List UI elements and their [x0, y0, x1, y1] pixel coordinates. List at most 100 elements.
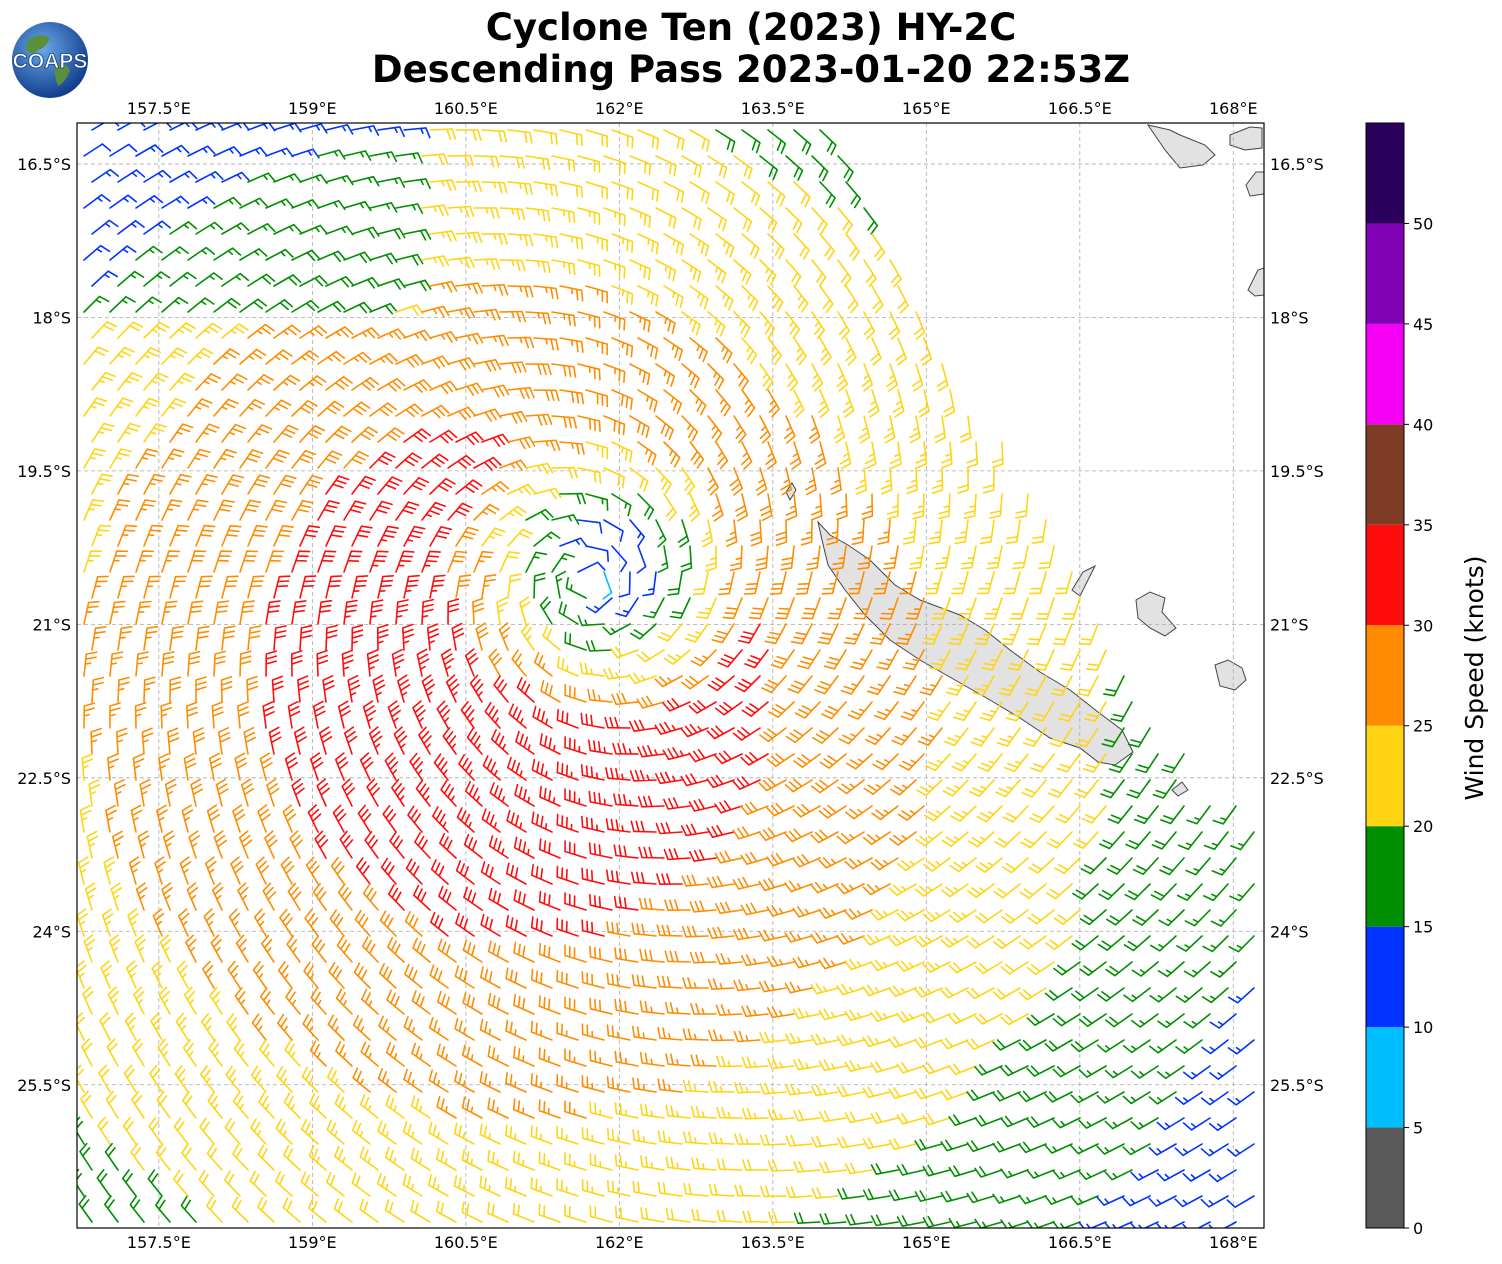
wind-barb — [369, 302, 398, 315]
wind-barb — [351, 575, 369, 599]
wind-barb — [525, 462, 554, 475]
wind-barb — [610, 646, 639, 659]
wind-barb — [361, 988, 379, 1015]
wind-barb — [481, 527, 506, 547]
wind-barb — [109, 651, 124, 677]
wind-barb — [768, 701, 795, 718]
wind-barb — [743, 571, 761, 595]
wind-barb — [224, 1117, 241, 1145]
wind-barb — [949, 857, 977, 873]
wind-barb — [253, 908, 267, 937]
wind-barb — [1105, 1013, 1133, 1028]
wind-barb — [614, 1154, 639, 1171]
wind-barb — [979, 519, 995, 545]
wind-barb — [325, 525, 347, 547]
wind-barb — [265, 349, 293, 365]
wind-barb — [716, 1106, 743, 1119]
wind-barb — [888, 935, 917, 947]
wind-barb — [137, 830, 150, 859]
wind-barb — [206, 1143, 223, 1171]
wind-barb — [147, 1169, 163, 1197]
wind-barb — [481, 574, 497, 599]
wind-barb — [831, 545, 847, 571]
wind-barb — [1202, 935, 1229, 953]
wind-barb — [1052, 1013, 1081, 1027]
wind-barb — [966, 1140, 995, 1152]
wind-barb — [740, 752, 769, 766]
wind-barb — [530, 1125, 553, 1145]
wind-barb — [748, 597, 769, 620]
wind-barb — [810, 493, 823, 521]
wind-barb — [161, 144, 190, 157]
wind-barb — [785, 727, 813, 744]
wind-barb — [889, 831, 917, 846]
wind-barb — [862, 984, 891, 997]
wind-barb — [251, 1013, 267, 1041]
wind-barb — [1200, 1143, 1229, 1157]
wind-barb — [1097, 987, 1125, 1002]
wind-barb — [505, 862, 527, 885]
wind-barb — [169, 625, 184, 651]
wind-barb — [490, 729, 509, 755]
wind-barb — [967, 831, 995, 848]
wind-barb — [899, 571, 917, 595]
wind-barb — [1085, 649, 1107, 671]
lon-tick-label: 159°E — [288, 1233, 337, 1252]
wind-barb — [844, 1060, 873, 1072]
wind-barb — [1227, 1039, 1255, 1055]
wind-barb — [842, 389, 855, 418]
wind-barb — [785, 1135, 813, 1147]
wind-barb — [86, 830, 99, 859]
wind-barb — [109, 346, 135, 365]
wind-barb — [161, 600, 178, 625]
wind-barb — [613, 844, 639, 859]
wind-barb — [343, 450, 369, 469]
wind-barb — [768, 1211, 795, 1224]
wind-barb — [291, 650, 303, 677]
wind-barb — [411, 1042, 431, 1067]
wind-barb — [705, 545, 717, 572]
wind-barb — [273, 575, 291, 599]
wind-barb — [765, 441, 777, 470]
wind-barb — [440, 648, 455, 677]
wind-barb — [974, 623, 995, 646]
wind-barb — [915, 831, 943, 847]
wind-barb — [577, 561, 606, 573]
wind-barb — [603, 667, 631, 680]
wind-barb — [1029, 805, 1055, 824]
wind-barb — [369, 352, 398, 365]
wind-barb — [972, 675, 995, 696]
wind-barb — [343, 550, 363, 573]
lat-tick-label: 19.5°S — [1270, 462, 1324, 481]
wind-barb — [378, 963, 397, 989]
wind-barb — [1201, 1091, 1229, 1106]
wind-barb — [689, 389, 707, 416]
wind-barb — [436, 700, 451, 729]
wind-barb — [187, 550, 207, 573]
wind-barb — [1076, 675, 1099, 697]
wind-barb — [435, 1200, 457, 1223]
wind-barb — [447, 154, 475, 167]
wind-barb — [130, 1143, 145, 1171]
wind-barb — [707, 155, 728, 179]
wind-barb — [106, 1038, 119, 1067]
wind-barb — [915, 441, 928, 469]
wind-barb — [369, 599, 384, 625]
wind-barb — [108, 934, 121, 963]
wind-barb — [734, 675, 761, 693]
wind-barb — [247, 424, 273, 443]
wind-barb — [279, 908, 293, 937]
wind-barb — [811, 311, 826, 340]
wind-barb — [1050, 675, 1073, 697]
wind-barb — [922, 623, 943, 645]
wind-barb — [455, 332, 484, 345]
wind-barb — [213, 146, 242, 157]
wind-barb — [581, 1127, 605, 1145]
wind-barb — [564, 1100, 587, 1119]
wind-barb — [814, 675, 839, 695]
wind-barb — [185, 934, 197, 963]
wind-barb — [488, 887, 509, 911]
wind-barb — [729, 545, 743, 572]
wind-barb — [455, 231, 483, 244]
wind-barb — [657, 1181, 683, 1197]
